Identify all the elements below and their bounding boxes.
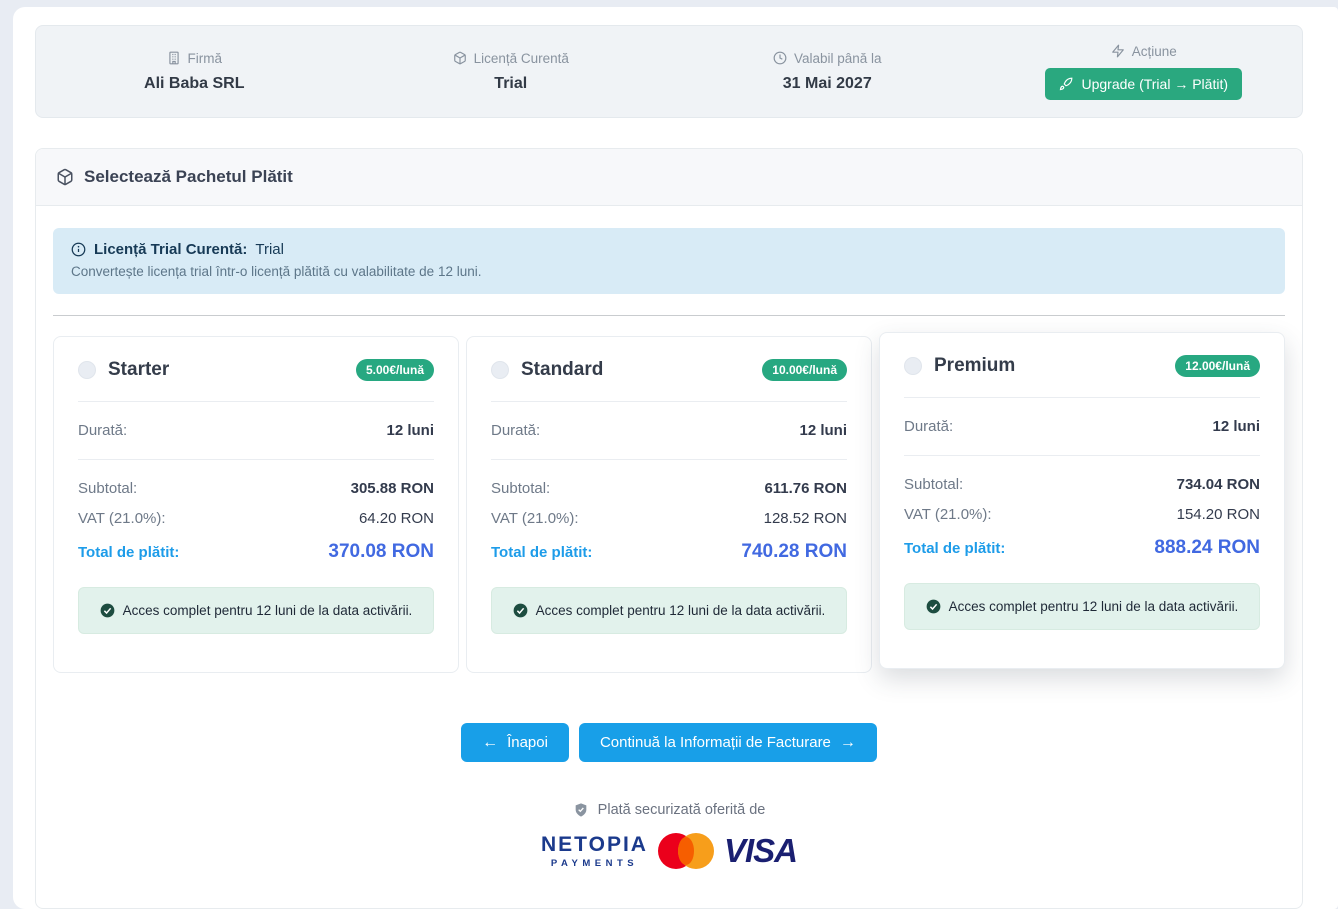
price-badge: 10.00€/lună bbox=[762, 359, 847, 381]
summary-label-firma: Firmă bbox=[187, 50, 223, 66]
check-circle-icon bbox=[100, 603, 115, 618]
duration-row: Durată: 12 luni bbox=[491, 422, 847, 439]
plan-card-premium[interactable]: Premium 12.00€/lună Durată: 12 luni Subt… bbox=[879, 332, 1285, 669]
subtotal-value: 305.88 RON bbox=[350, 480, 434, 497]
plan-radio[interactable] bbox=[78, 361, 96, 379]
company-name: Ali Baba SRL bbox=[144, 74, 245, 92]
total-row: Total de plătit: 370.08 RON bbox=[78, 541, 434, 562]
clock-icon bbox=[773, 51, 787, 65]
summary-firma: Firmă Ali Baba SRL bbox=[36, 51, 353, 93]
check-circle-icon bbox=[926, 599, 941, 614]
duration-row: Durată: 12 luni bbox=[78, 422, 434, 439]
vat-value: 128.52 RON bbox=[763, 510, 847, 527]
plan-name: Premium bbox=[934, 355, 1016, 376]
select-package-panel: Selectează Pachetul Plătit Licență Trial… bbox=[35, 148, 1303, 909]
panel-body: Licență Trial Curentă: Trial Convertește… bbox=[36, 206, 1302, 908]
vat-row: VAT (21.0%): 64.20 RON bbox=[78, 510, 434, 527]
license-summary-bar: Firmă Ali Baba SRL Licență Curentă Trial… bbox=[35, 25, 1303, 118]
info-icon bbox=[71, 242, 86, 257]
summary-label-actiune: Acțiune bbox=[1131, 43, 1177, 59]
summary-valabil: Valabil până la 31 Mai 2027 bbox=[669, 51, 986, 93]
plan-card-starter[interactable]: Starter 5.00€/lună Durată: 12 luni Subto… bbox=[53, 336, 459, 673]
summary-licenta: Licență Curentă Trial bbox=[353, 51, 670, 93]
alert-title-value: Trial bbox=[255, 241, 284, 258]
building-icon bbox=[167, 51, 181, 65]
vat-value: 64.20 RON bbox=[358, 510, 434, 527]
package-icon bbox=[453, 51, 467, 65]
price-badge: 5.00€/lună bbox=[355, 359, 434, 381]
arrow-right-icon: → bbox=[839, 733, 856, 751]
duration-value: 12 luni bbox=[386, 422, 434, 439]
duration-value: 12 luni bbox=[1212, 418, 1260, 435]
subtotal-value: 611.76 RON bbox=[764, 480, 847, 497]
subtotal-row: Subtotal: 305.88 RON bbox=[78, 480, 434, 497]
upgrade-button[interactable]: Upgrade (Trial → Plătit) bbox=[1045, 67, 1243, 100]
valid-until-date: 31 Mai 2027 bbox=[782, 74, 872, 92]
current-license: Trial bbox=[494, 74, 528, 92]
plan-radio[interactable] bbox=[491, 361, 509, 379]
plan-radio[interactable] bbox=[904, 357, 922, 375]
duration-value: 12 luni bbox=[799, 422, 847, 439]
subtotal-row: Subtotal: 611.76 RON bbox=[491, 480, 847, 497]
plan-card-standard[interactable]: Standard 10.00€/lună Durată: 12 luni Sub… bbox=[466, 336, 872, 673]
subtotal-row: Subtotal: 734.04 RON bbox=[904, 476, 1260, 493]
vat-row: VAT (21.0%): 154.20 RON bbox=[904, 506, 1260, 523]
alert-description: Convertește licența trial într-o licență… bbox=[71, 264, 482, 279]
alert-title-bold: Licență Trial Curentă: bbox=[94, 241, 248, 258]
arrow-left-icon: ← bbox=[482, 733, 499, 751]
mastercard-logo bbox=[657, 832, 714, 870]
duration-row: Durată: 12 luni bbox=[904, 418, 1260, 435]
secure-payment-text: Plată securizată oferită de bbox=[597, 802, 766, 818]
vat-row: VAT (21.0%): 128.52 RON bbox=[491, 510, 847, 527]
rocket-icon bbox=[1059, 77, 1073, 91]
total-row: Total de plătit: 888.24 RON bbox=[904, 537, 1260, 558]
panel-title: Selectează Pachetul Plătit bbox=[84, 167, 293, 186]
plans-row: Starter 5.00€/lună Durată: 12 luni Subto… bbox=[53, 332, 1285, 673]
access-note: Acces complet pentru 12 luni de la data … bbox=[904, 583, 1260, 630]
total-row: Total de plătit: 740.28 RON bbox=[491, 541, 847, 562]
trial-license-alert: Licență Trial Curentă: Trial Convertește… bbox=[53, 228, 1285, 294]
lightning-icon bbox=[1111, 44, 1125, 58]
actions-row: ← Înapoi Continuă la Informații de Factu… bbox=[53, 723, 1285, 762]
panel-header: Selectează Pachetul Plătit bbox=[36, 149, 1302, 206]
page-container: Firmă Ali Baba SRL Licență Curentă Trial… bbox=[13, 7, 1338, 909]
price-badge: 12.00€/lună bbox=[1175, 355, 1260, 377]
total-value: 740.28 RON bbox=[741, 541, 847, 562]
subtotal-value: 734.04 RON bbox=[1176, 476, 1260, 493]
payment-logos: NETOPIA PAYMENTS VISA bbox=[53, 832, 1285, 890]
plan-name: Starter bbox=[108, 359, 170, 380]
check-circle-icon bbox=[513, 603, 528, 618]
total-value: 888.24 RON bbox=[1154, 537, 1260, 558]
netopia-logo: NETOPIA PAYMENTS bbox=[541, 832, 648, 869]
plan-name: Standard bbox=[521, 359, 604, 380]
total-value: 370.08 RON bbox=[328, 541, 434, 562]
shield-check-icon bbox=[573, 802, 589, 818]
summary-label-valabil: Valabil până la bbox=[793, 50, 882, 66]
secure-payment-row: Plată securizată oferită de bbox=[53, 802, 1285, 818]
back-button[interactable]: ← Înapoi bbox=[461, 723, 569, 762]
access-note: Acces complet pentru 12 luni de la data … bbox=[491, 587, 847, 634]
summary-label-licenta: Licență Curentă bbox=[473, 50, 569, 66]
summary-actiune: Acțiune Upgrade (Trial → Plătit) bbox=[986, 44, 1303, 100]
vat-value: 154.20 RON bbox=[1176, 506, 1260, 523]
visa-logo: VISA bbox=[723, 832, 798, 869]
access-note: Acces complet pentru 12 luni de la data … bbox=[78, 587, 434, 634]
section-divider bbox=[53, 315, 1285, 316]
continue-button[interactable]: Continuă la Informații de Facturare → bbox=[578, 723, 877, 762]
package-icon bbox=[56, 168, 74, 186]
